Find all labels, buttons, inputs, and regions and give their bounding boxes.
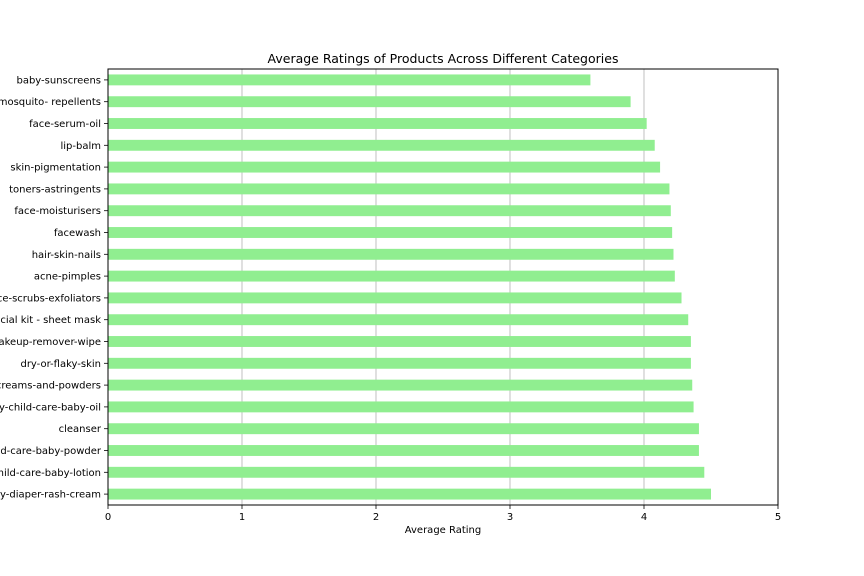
y-axis: baby-sunscreens mosquito- repellents face-… [0,75,108,501]
bar [108,183,670,195]
y-tick-label: baby-sunscreens [16,75,101,86]
x-tick-label: 2 [373,512,379,523]
y-tick-label: creams-and-powders [0,381,101,392]
bar [108,96,631,108]
bars [108,74,711,500]
y-tick-label: child-care-baby-lotion [0,468,101,479]
x-tick-label: 4 [641,512,647,523]
grid-lines [241,69,645,505]
x-tick-label: 0 [105,512,111,523]
bar [108,161,661,173]
x-tick-label: 5 [775,512,781,523]
x-axis-label: Average Rating [405,525,481,536]
chart-title: Average Ratings of Products Across Diffe… [268,51,619,66]
y-tick-label: skin-pigmentation [10,163,101,174]
y-tick-label: child-care-baby-powder [0,446,102,457]
bar [108,401,694,413]
bar [108,379,693,391]
bar [108,336,691,347]
bar [108,357,691,369]
y-tick-label: hair-skin-nails [32,250,101,261]
y-tick-label: toners-astringents [9,184,101,195]
plot-frame [107,68,779,506]
bar [108,118,647,129]
y-tick-label: face-moisturisers [14,206,101,217]
bar [108,423,699,435]
x-tick-label: 3 [507,512,513,523]
y-tick-label: baby-child-care-baby-oil [0,402,101,413]
y-tick-label: lip-balm [60,141,101,152]
bar [108,466,705,478]
bar [108,292,682,304]
y-tick-label: facial kit - sheet mask [0,315,101,326]
y-tick-label: acne-pimples [34,272,101,283]
bar [108,270,675,282]
y-tick-label: facewash [54,228,101,239]
y-tick-label: baby-diaper-rash-cream [0,490,101,501]
bar [108,248,674,260]
y-tick-label: cleanser [59,424,102,435]
y-tick-label: face-serum-oil [29,119,101,130]
x-axis: 0 1 2 3 4 5 [105,505,781,523]
bar [108,314,689,326]
y-tick-label: mosquito- repellents [0,97,101,108]
bar [108,488,711,500]
y-tick-label: face-scrubs-exfoliators [0,293,101,304]
bar [108,74,591,86]
bar [108,227,673,238]
bar [108,205,671,217]
y-tick-label: dry-or-flaky-skin [20,359,101,370]
bar [108,139,655,151]
x-tick-label: 1 [239,512,245,523]
y-tick-label: makeup-remover-wipe [0,337,101,348]
bar [108,445,699,456]
